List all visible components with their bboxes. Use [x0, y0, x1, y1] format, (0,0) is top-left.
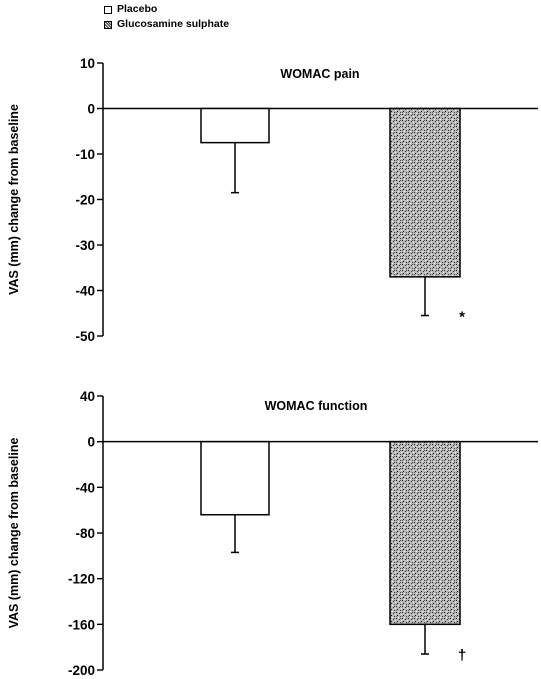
y-tick-label: 10 — [80, 56, 95, 71]
y-tick-label: -30 — [75, 238, 95, 253]
legend: Placebo Glucosamine sulphate — [104, 2, 229, 32]
y-tick-label: -10 — [75, 147, 95, 162]
chart-panel-womac-pain: 10 0 -10 -20 -30 -40 -50 VAS (mm) change from b… — [7, 56, 538, 344]
chart-panel-womac-function: 40 0 -40 -80 -120 -160 -200 VAS (mm) change fro… — [7, 389, 538, 678]
bar-placebo — [200, 107, 270, 144]
y-tick-label: -120 — [68, 572, 95, 587]
bar-glucosamine — [389, 107, 461, 278]
y-tick-label: 40 — [80, 389, 95, 404]
legend-swatch-glucosamine — [104, 20, 112, 29]
chart-title: WOMAC function — [265, 399, 368, 413]
y-axis-label: VAS (mm) change from baseline — [7, 104, 21, 295]
y-tick-label: -160 — [68, 617, 95, 632]
chart-title: WOMAC pain — [280, 67, 359, 81]
bar-placebo — [200, 440, 270, 516]
significance-marker: * — [459, 309, 465, 326]
legend-label-placebo: Placebo — [117, 3, 158, 15]
y-tick-label: -200 — [68, 663, 95, 678]
legend-label-glucosamine: Glucosamine sulphate — [117, 18, 230, 30]
legend-item-placebo: Placebo — [104, 2, 229, 17]
y-axis-label: VAS (mm) change from baseline — [7, 438, 21, 629]
y-tick-label: 0 — [87, 435, 95, 450]
y-tick-label: -50 — [75, 329, 95, 344]
y-tick-label: -40 — [75, 284, 95, 299]
y-tick-label: -20 — [75, 193, 95, 208]
legend-item-glucosamine: Glucosamine sulphate — [104, 17, 229, 32]
y-tick-label: 0 — [87, 102, 95, 117]
bar-glucosamine — [389, 440, 461, 626]
y-tick-label: -80 — [75, 526, 95, 541]
legend-swatch-placebo — [104, 5, 112, 14]
y-tick-label: -40 — [75, 480, 95, 495]
significance-marker: † — [458, 647, 466, 664]
